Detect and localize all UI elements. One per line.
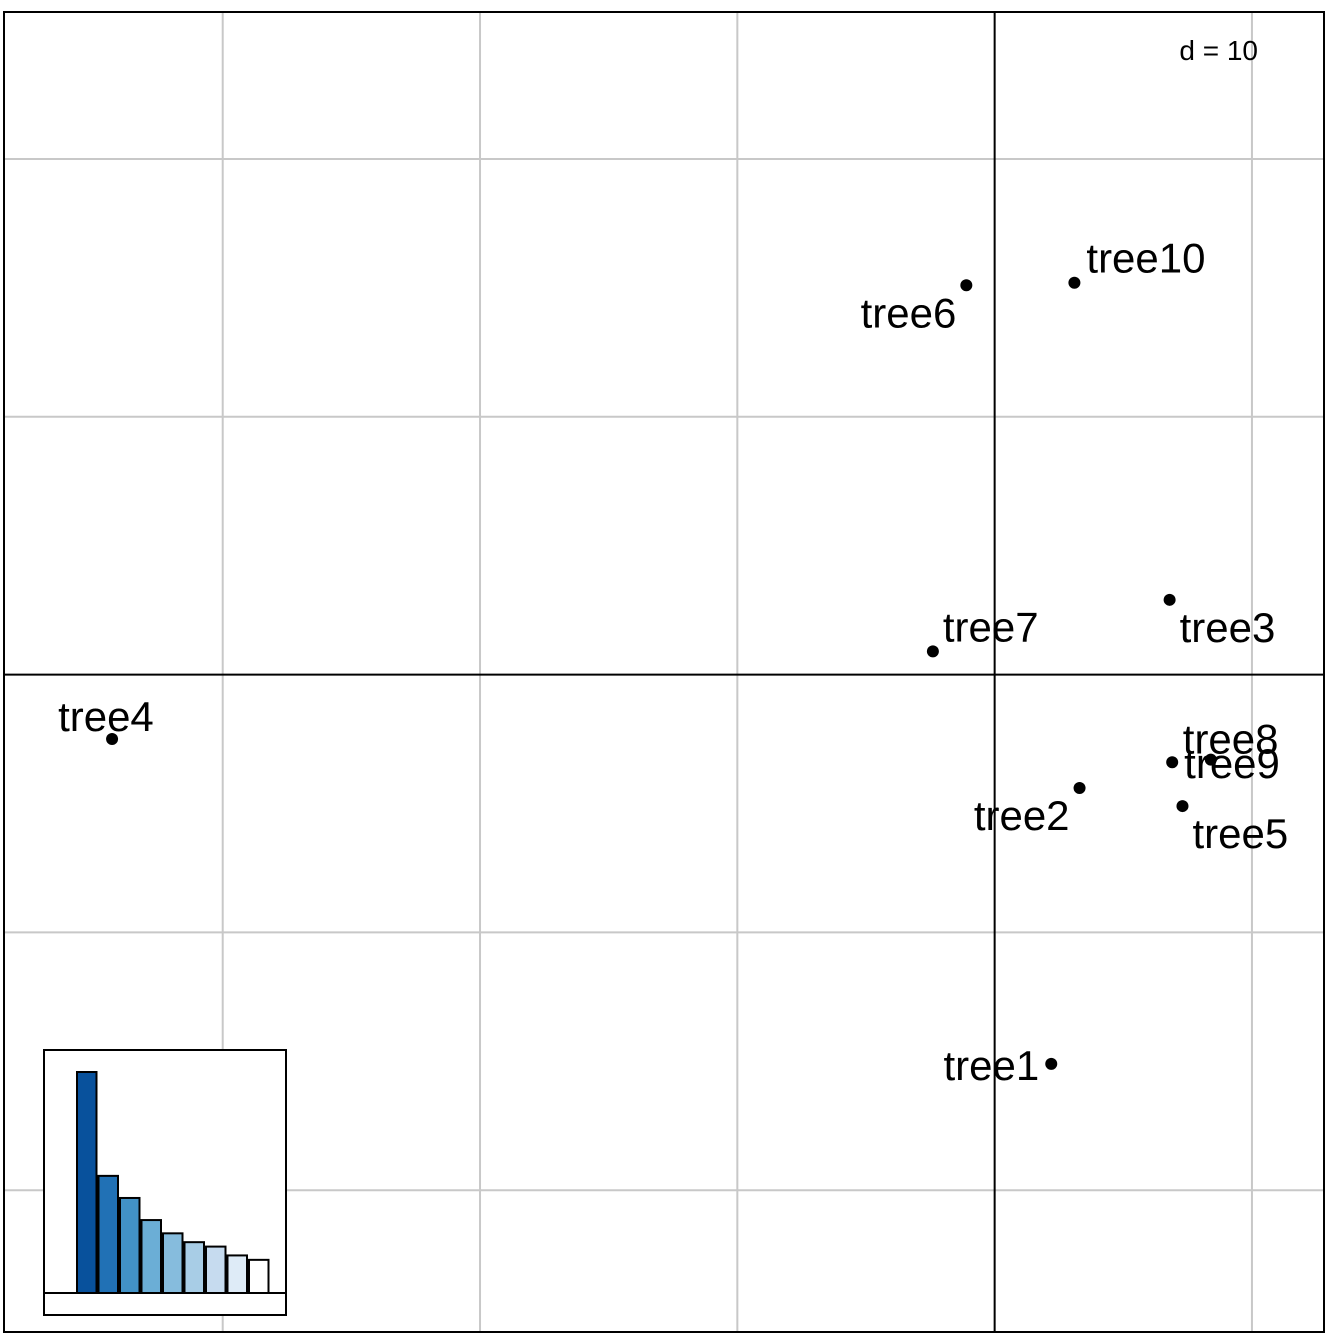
points-layer (106, 276, 1217, 1070)
eigenvalue-inset (43, 1049, 287, 1316)
eigenvalue-bar (248, 1258, 270, 1294)
eigenvalue-bar (205, 1245, 227, 1294)
eigenvalue-bar (226, 1254, 248, 1295)
eigenvalue-bars (76, 1071, 270, 1295)
point-label-tree1: tree1 (944, 1042, 1040, 1089)
point-tree10 (1068, 276, 1081, 289)
eigenvalue-bar (76, 1071, 98, 1294)
plot-frame (3, 11, 1325, 1333)
point-label-tree4: tree4 (58, 693, 154, 740)
labels-layer: tree1 tree2 tree3 tree4 tree5 tree6 tree7 tree8… (58, 235, 1288, 1089)
eigenvalue-bar (140, 1219, 162, 1294)
point-label-tree3: tree3 (1180, 604, 1276, 651)
point-tree2 (1073, 782, 1086, 795)
point-label-tree2: tree2 (974, 792, 1070, 839)
eigenvalue-bar (183, 1241, 205, 1295)
point-tree5 (1176, 800, 1189, 813)
point-label-tree6: tree6 (861, 289, 957, 336)
point-tree9 (1166, 756, 1179, 769)
point-label-tree10: tree10 (1086, 235, 1205, 282)
eigenvalue-bar (162, 1232, 184, 1294)
point-tree4 (106, 733, 119, 746)
eigenvalue-bar (119, 1196, 141, 1294)
point-label-tree7: tree7 (943, 603, 1039, 650)
point-label-tree5: tree5 (1192, 810, 1288, 857)
point-tree6 (960, 279, 973, 292)
point-tree3 (1163, 593, 1176, 606)
point-tree1 (1045, 1057, 1058, 1070)
point-tree7 (926, 645, 939, 658)
scale-label: d = 10 (1179, 35, 1258, 66)
eigenvalue-bar (97, 1174, 119, 1294)
origin-axes (4, 12, 1324, 1332)
point-label-tree8: tree8 (1183, 716, 1279, 763)
point-label-tree9: tree9 (1184, 740, 1280, 787)
point-tree8 (1204, 753, 1217, 766)
